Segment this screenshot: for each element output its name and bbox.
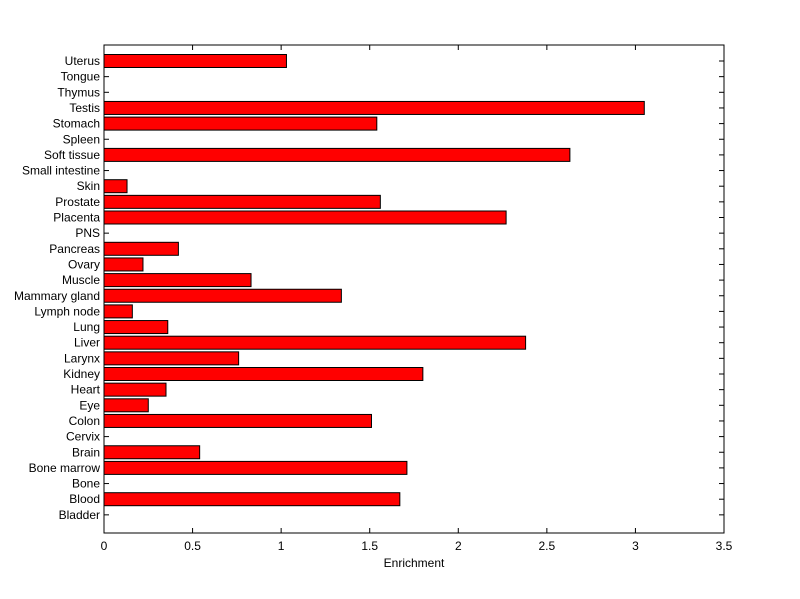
bar-skin bbox=[103, 179, 128, 194]
bar-placenta bbox=[103, 210, 507, 225]
bar-heart bbox=[103, 382, 167, 397]
bar-uterus bbox=[103, 54, 287, 68]
y-tick-label: Brain bbox=[72, 445, 100, 459]
y-tick-label: Uterus bbox=[65, 54, 100, 68]
y-tick-label: Small intestine bbox=[22, 164, 100, 178]
y-tick-label: Testis bbox=[69, 101, 100, 115]
y-tick-label: Cervix bbox=[66, 430, 100, 444]
bar-lymph-node bbox=[103, 304, 133, 319]
y-tick-label: Placenta bbox=[53, 211, 100, 225]
y-tick-label: Prostate bbox=[55, 195, 100, 209]
y-tick-label: Kidney bbox=[63, 367, 100, 381]
y-tick-label: Heart bbox=[71, 383, 101, 397]
bar-blood bbox=[103, 492, 401, 507]
bar-pancreas bbox=[103, 241, 179, 256]
y-tick-label: Muscle bbox=[62, 273, 100, 287]
bar-larynx bbox=[103, 351, 240, 366]
x-tick-label: 3 bbox=[632, 539, 639, 553]
bar-lung bbox=[103, 320, 169, 335]
y-tick-label: Blood bbox=[69, 492, 100, 506]
y-tick-label: Liver bbox=[74, 336, 100, 350]
y-tick-label: Skin bbox=[77, 179, 100, 193]
y-tick-label: PNS bbox=[75, 226, 100, 240]
bar-colon bbox=[103, 413, 372, 428]
y-tick-label: Larynx bbox=[64, 351, 100, 365]
y-tick-label: Lymph node bbox=[34, 304, 100, 318]
bar-mammary-gland bbox=[103, 288, 342, 303]
y-tick-label: Soft tissue bbox=[44, 148, 100, 162]
bar-liver bbox=[103, 335, 527, 350]
y-tick-label: Tongue bbox=[61, 70, 101, 84]
y-tick-label: Colon bbox=[69, 414, 100, 428]
y-tick-label: Spleen bbox=[63, 132, 100, 146]
x-tick-label: 0 bbox=[101, 539, 108, 553]
y-tick-label: Bone marrow bbox=[29, 461, 101, 475]
bar-muscle bbox=[103, 273, 252, 288]
bar-prostate bbox=[103, 194, 381, 209]
y-tick-label: Stomach bbox=[53, 117, 100, 131]
x-tick-label: 2.5 bbox=[539, 539, 556, 553]
bar-testis bbox=[103, 100, 645, 115]
y-tick-label: Pancreas bbox=[49, 242, 100, 256]
y-tick-label: Ovary bbox=[68, 257, 100, 271]
x-tick-label: 1 bbox=[278, 539, 285, 553]
y-tick-label: Thymus bbox=[57, 85, 100, 99]
y-tick-label: Bladder bbox=[59, 508, 100, 522]
bar-bone-marrow bbox=[103, 460, 408, 475]
x-tick-label: 0.5 bbox=[184, 539, 201, 553]
bars-group bbox=[103, 54, 645, 507]
bar-kidney bbox=[103, 367, 424, 381]
x-axis-label: Enrichment bbox=[384, 556, 445, 570]
bar-soft-tissue bbox=[103, 147, 571, 162]
y-tick-label: Bone bbox=[72, 477, 100, 491]
y-tick-label: Mammary gland bbox=[14, 289, 100, 303]
bar-eye bbox=[103, 398, 149, 413]
x-tick-labels: 0 0.5 1 1.5 2 2.5 3 3.5 bbox=[101, 539, 733, 553]
x-tick-label: 1.5 bbox=[361, 539, 378, 553]
x-tick-label: 3.5 bbox=[716, 539, 733, 553]
bar-stomach bbox=[103, 116, 378, 131]
x-tick-label: 2 bbox=[455, 539, 462, 553]
bar-ovary bbox=[103, 257, 144, 272]
y-tick-label: Eye bbox=[79, 398, 100, 412]
y-tick-label: Lung bbox=[73, 320, 100, 334]
bar-brain bbox=[103, 445, 201, 460]
